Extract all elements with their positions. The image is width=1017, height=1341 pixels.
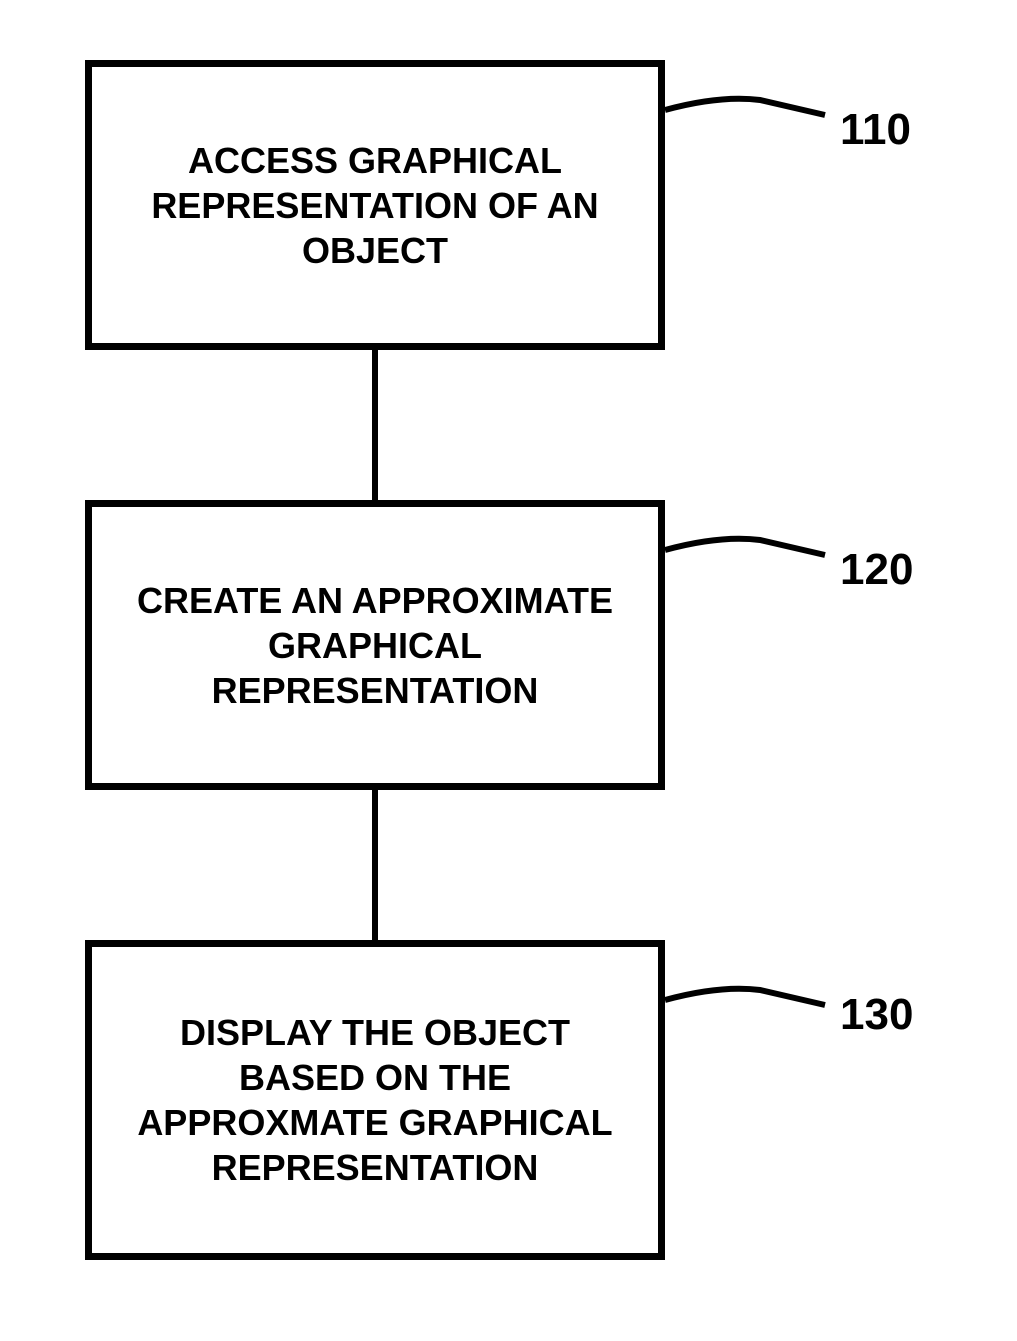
- node-1-text: ACCESS GRAPHICAL REPRESENTATION OF AN OB…: [112, 138, 638, 273]
- callout-line-1: [665, 99, 825, 115]
- label-120: 120: [840, 545, 913, 595]
- connector-2-3: [372, 790, 378, 940]
- label-110: 110: [840, 105, 911, 155]
- flowchart-node-1: ACCESS GRAPHICAL REPRESENTATION OF AN OB…: [85, 60, 665, 350]
- flowchart-container: ACCESS GRAPHICAL REPRESENTATION OF AN OB…: [0, 0, 1017, 1341]
- callout-line-2: [665, 539, 825, 555]
- callout-line-3: [665, 989, 825, 1005]
- flowchart-node-3: DISPLAY THE OBJECT BASED ON THE APPROXMA…: [85, 940, 665, 1260]
- flowchart-node-2: CREATE AN APPROXIMATE GRAPHICAL REPRESEN…: [85, 500, 665, 790]
- node-2-text: CREATE AN APPROXIMATE GRAPHICAL REPRESEN…: [112, 578, 638, 713]
- label-130: 130: [840, 990, 913, 1040]
- connector-1-2: [372, 350, 378, 500]
- node-3-text: DISPLAY THE OBJECT BASED ON THE APPROXMA…: [112, 1010, 638, 1190]
